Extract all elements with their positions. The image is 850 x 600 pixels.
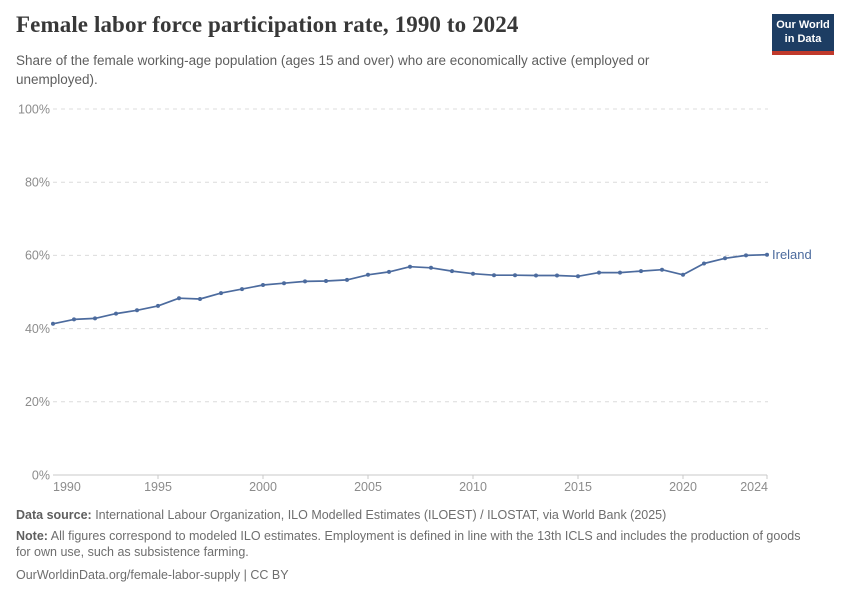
data-point[interactable] bbox=[366, 272, 370, 277]
chart-subtitle: Share of the female working-age populati… bbox=[16, 53, 650, 87]
footer-url[interactable]: OurWorldinData.org/female-labor-supply |… bbox=[16, 567, 289, 582]
data-point[interactable] bbox=[660, 267, 664, 272]
owid-logo-line1: Our World bbox=[776, 19, 830, 31]
data-point[interactable] bbox=[723, 256, 727, 261]
x-axis-label: 2000 bbox=[249, 480, 277, 494]
data-point[interactable] bbox=[93, 316, 97, 321]
data-point[interactable] bbox=[513, 273, 517, 278]
data-point[interactable] bbox=[576, 274, 580, 279]
y-axis-label: 100% bbox=[18, 102, 50, 116]
note-label: Note: bbox=[16, 529, 48, 543]
data-point[interactable] bbox=[198, 297, 202, 301]
data-point[interactable] bbox=[303, 279, 307, 284]
data-point[interactable] bbox=[282, 281, 286, 286]
x-axis-label: 1990 bbox=[53, 480, 81, 494]
y-axis-label: 80% bbox=[25, 176, 50, 190]
owid-logo[interactable]: Our World in Data bbox=[772, 14, 834, 55]
x-axis-label: 2020 bbox=[669, 480, 697, 494]
data-point[interactable] bbox=[345, 277, 349, 282]
x-axis-label: 2015 bbox=[564, 480, 592, 494]
y-axis-label: 60% bbox=[25, 249, 50, 263]
data-point[interactable] bbox=[639, 269, 643, 274]
data-point[interactable] bbox=[114, 311, 118, 316]
data-point[interactable] bbox=[156, 303, 160, 308]
x-axis-label: 2005 bbox=[354, 480, 382, 494]
data-point[interactable] bbox=[408, 264, 412, 269]
data-source-text: International Labour Organization, ILO M… bbox=[91, 508, 667, 522]
data-point[interactable] bbox=[387, 269, 391, 274]
chart-title: Female labor force participation rate, 1… bbox=[16, 12, 519, 37]
data-point[interactable] bbox=[450, 269, 454, 274]
data-point[interactable] bbox=[135, 308, 139, 313]
note-text: All figures correspond to modeled ILO es… bbox=[16, 529, 801, 559]
footer-data-source: Data source: International Labour Organi… bbox=[16, 508, 834, 522]
owid-logo-line2: in Data bbox=[784, 32, 822, 45]
data-point[interactable] bbox=[597, 270, 601, 275]
x-axis-label: 2010 bbox=[459, 480, 487, 494]
data-point[interactable] bbox=[471, 271, 475, 276]
data-point[interactable] bbox=[555, 273, 559, 278]
data-point[interactable] bbox=[177, 296, 181, 301]
line-chart-svg: 0% 20% 40% 60% 80% 100% 1990 1995 2000 2005 2010 20… bbox=[18, 102, 812, 494]
data-point[interactable] bbox=[261, 283, 265, 287]
data-point[interactable] bbox=[765, 252, 769, 257]
data-source-label: Data source: bbox=[16, 508, 92, 522]
data-point[interactable] bbox=[744, 253, 748, 258]
data-point[interactable] bbox=[492, 273, 496, 278]
chart-footer: Data source: International Labour Organi… bbox=[16, 508, 834, 582]
x-axis-label: 1995 bbox=[144, 480, 172, 494]
data-point[interactable] bbox=[681, 272, 685, 277]
y-axis-label: 0% bbox=[32, 468, 50, 482]
data-point[interactable] bbox=[702, 261, 706, 266]
data-point[interactable] bbox=[534, 273, 538, 278]
data-point[interactable] bbox=[324, 279, 328, 283]
x-axis-label: 2024 bbox=[740, 480, 768, 494]
data-point[interactable] bbox=[618, 270, 622, 275]
data-point[interactable] bbox=[429, 265, 433, 270]
data-point[interactable] bbox=[51, 321, 55, 326]
data-point[interactable] bbox=[72, 317, 76, 322]
data-point[interactable] bbox=[219, 291, 223, 296]
y-axis-label: 40% bbox=[25, 322, 50, 336]
y-axis-label: 20% bbox=[25, 395, 50, 409]
footer-note: Note: All figures correspond to modeled … bbox=[16, 529, 808, 561]
entity-label-ireland[interactable]: Ireland bbox=[772, 247, 812, 262]
data-point[interactable] bbox=[240, 287, 244, 292]
line-chart-plot-area: 0% 20% 40% 60% 80% 100% 1990 1995 2000 2005 2010 20… bbox=[0, 95, 850, 495]
